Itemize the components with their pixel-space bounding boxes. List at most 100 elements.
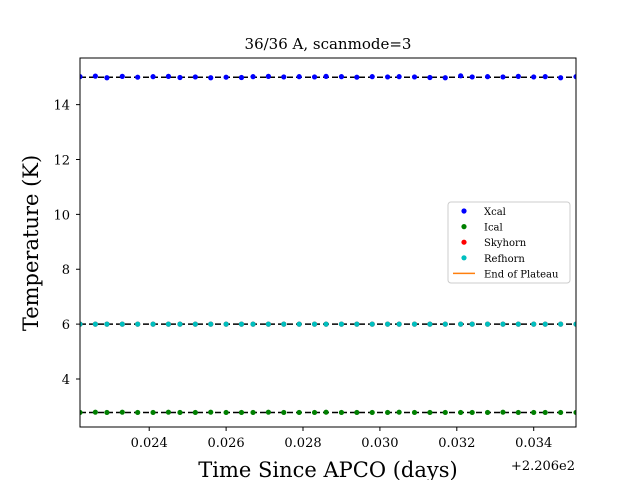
data-point (104, 321, 110, 327)
data-point (411, 74, 418, 80)
data-point (296, 321, 302, 327)
legend-label: Skyhorn (484, 238, 527, 249)
data-point (165, 409, 172, 415)
data-point (458, 409, 464, 416)
x-tick-label: 0.030 (361, 436, 398, 451)
data-point (238, 74, 245, 81)
x-tick-label: 0.032 (438, 436, 475, 451)
data-point (396, 321, 402, 327)
x-tick-label: 0.026 (207, 436, 244, 451)
data-point (223, 321, 229, 327)
data-point (208, 409, 214, 415)
plot-content (80, 73, 576, 416)
data-point (135, 321, 141, 327)
chart-title: 36/36 A, scanmode=3 (245, 35, 412, 53)
legend-label: Xcal (484, 207, 506, 218)
x-axis-offset-label: +2.206e2 (511, 459, 575, 474)
data-point (442, 75, 448, 81)
data-point (338, 74, 345, 80)
axis-ticks: 0.024 0.026 0.028 0.030 0.032 0.034 4 6 8 10 12 14 (53, 99, 552, 451)
data-point (573, 321, 576, 327)
data-point (500, 74, 506, 80)
data-point (500, 321, 506, 327)
data-point (192, 409, 198, 416)
data-point (427, 321, 433, 327)
data-point (384, 74, 391, 80)
data-point (238, 321, 245, 327)
data-point (250, 409, 256, 416)
data-point (469, 409, 475, 416)
data-point (92, 73, 98, 79)
data-point (354, 74, 360, 80)
data-point (354, 321, 360, 327)
data-point (531, 321, 537, 327)
data-point (80, 409, 83, 416)
data-point (265, 73, 272, 79)
data-point (150, 409, 156, 416)
series-ical (80, 409, 576, 416)
x-tick-label: 0.024 (131, 436, 168, 451)
data-point (223, 74, 229, 80)
data-point (311, 74, 318, 80)
data-point (192, 74, 198, 80)
data-point (296, 74, 302, 80)
data-point (177, 321, 183, 327)
data-point (323, 73, 329, 79)
data-point (177, 74, 183, 81)
data-point (369, 409, 375, 416)
data-point (484, 409, 491, 416)
data-point (165, 73, 172, 79)
data-point (411, 409, 418, 416)
legend-label: End of Plateau (484, 269, 559, 280)
data-point (135, 409, 141, 416)
x-tick-label: 0.034 (515, 436, 552, 451)
data-point (469, 321, 475, 327)
y-tick-label: 12 (53, 154, 70, 169)
data-point (558, 321, 564, 327)
data-point (427, 409, 433, 416)
legend-label: Refhorn (484, 254, 525, 265)
data-point (238, 409, 245, 416)
legend-marker-swatch (461, 255, 467, 261)
data-point (442, 409, 448, 416)
data-point (208, 75, 214, 81)
x-tick-label: 0.028 (284, 436, 321, 451)
data-point (384, 409, 391, 416)
data-point (484, 321, 491, 327)
plot-area (80, 73, 576, 416)
data-point (396, 409, 402, 415)
data-point (558, 409, 564, 416)
y-tick-label: 6 (62, 318, 70, 333)
data-point (80, 321, 83, 327)
data-point (515, 321, 521, 327)
data-point (281, 409, 287, 416)
data-point (411, 321, 418, 327)
data-point (369, 321, 375, 327)
y-tick-label: 4 (62, 373, 70, 388)
data-point (150, 74, 156, 80)
legend-marker-swatch (461, 208, 467, 214)
x-axis-label: Time Since APCO (days) (198, 458, 457, 480)
series-refhorn (80, 321, 576, 327)
data-point (92, 321, 98, 327)
data-point (531, 74, 537, 80)
legend-marker-swatch (461, 239, 467, 245)
data-point (104, 409, 110, 416)
legend-label: Ical (484, 223, 503, 234)
data-point (119, 321, 125, 327)
data-point (338, 321, 345, 327)
legend-marker-swatch (461, 224, 467, 230)
data-point (369, 74, 375, 80)
data-point (442, 321, 448, 327)
data-point (484, 74, 491, 80)
data-point (281, 74, 287, 80)
data-point (542, 321, 548, 327)
data-point (165, 321, 172, 327)
data-point (311, 321, 318, 327)
data-point (542, 74, 548, 80)
data-point (531, 409, 537, 416)
data-point (323, 321, 329, 327)
data-point (542, 409, 548, 416)
data-point (323, 409, 329, 415)
